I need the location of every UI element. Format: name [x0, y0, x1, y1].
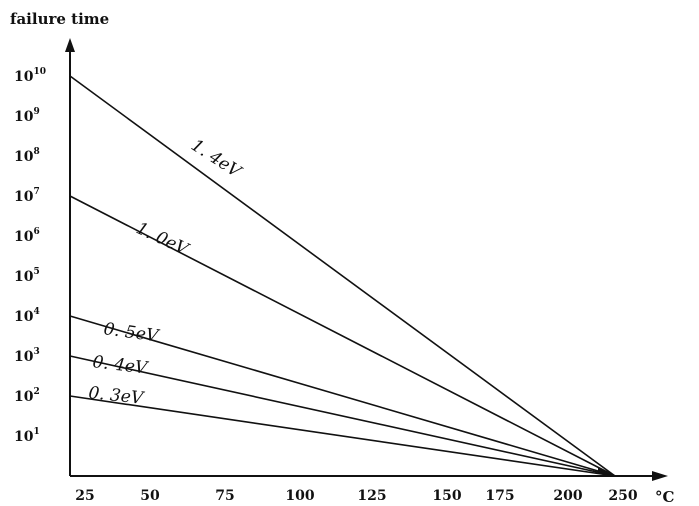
x-tick-label: 75 — [215, 488, 234, 504]
y-axis-label: failure time — [10, 10, 109, 28]
series-label: 1. 4eV — [187, 135, 245, 183]
x-tick-label: 100 — [285, 488, 314, 504]
series-line — [69, 315, 616, 477]
x-tick-label: 200 — [553, 488, 582, 504]
y-tick-label: 106 — [14, 227, 40, 245]
y-tick-label: 101 — [14, 427, 40, 445]
x-tick-label: 125 — [357, 488, 386, 504]
y-axis-arrow-icon — [65, 38, 75, 52]
x-tick-label: 175 — [485, 488, 514, 504]
y-tick-label: 1010 — [14, 67, 46, 85]
series-line — [69, 395, 616, 477]
convergence-mark — [598, 467, 616, 476]
x-axis-unit: °C — [655, 488, 675, 506]
y-tick-label: 107 — [14, 187, 40, 205]
y-tick-label: 102 — [14, 387, 40, 405]
series-label: 1. 0eV — [133, 218, 193, 260]
series-line — [69, 355, 616, 477]
series-label: 0. 4eV — [91, 352, 150, 379]
y-tick-label: 103 — [14, 347, 40, 365]
series-line — [69, 195, 616, 477]
x-tick-label: 25 — [75, 488, 94, 504]
x-tick-label: 150 — [432, 488, 461, 504]
y-tick-labels: 1010 109 108 107 106 105 104 103 102 101 — [14, 67, 46, 445]
x-tick-label: 50 — [140, 488, 160, 504]
y-tick-label: 108 — [14, 147, 40, 165]
y-tick-label: 104 — [14, 307, 40, 325]
series-label: 0. 3eV — [87, 383, 145, 409]
y-tick-label: 109 — [14, 107, 40, 125]
series-lines — [69, 75, 616, 477]
x-axis-arrow-icon — [652, 471, 668, 481]
x-tick-label: 250 — [608, 488, 637, 504]
x-tick-labels: 25 50 75 100 125 150 175 200 250 — [75, 488, 638, 504]
series-labels: 1. 4eV 1. 0eV 0. 5eV 0. 4eV 0. 3eV — [87, 135, 245, 408]
y-tick-label: 105 — [14, 267, 40, 285]
series-label: 0. 5eV — [102, 319, 161, 347]
axes — [65, 38, 668, 481]
series-line — [69, 75, 616, 477]
